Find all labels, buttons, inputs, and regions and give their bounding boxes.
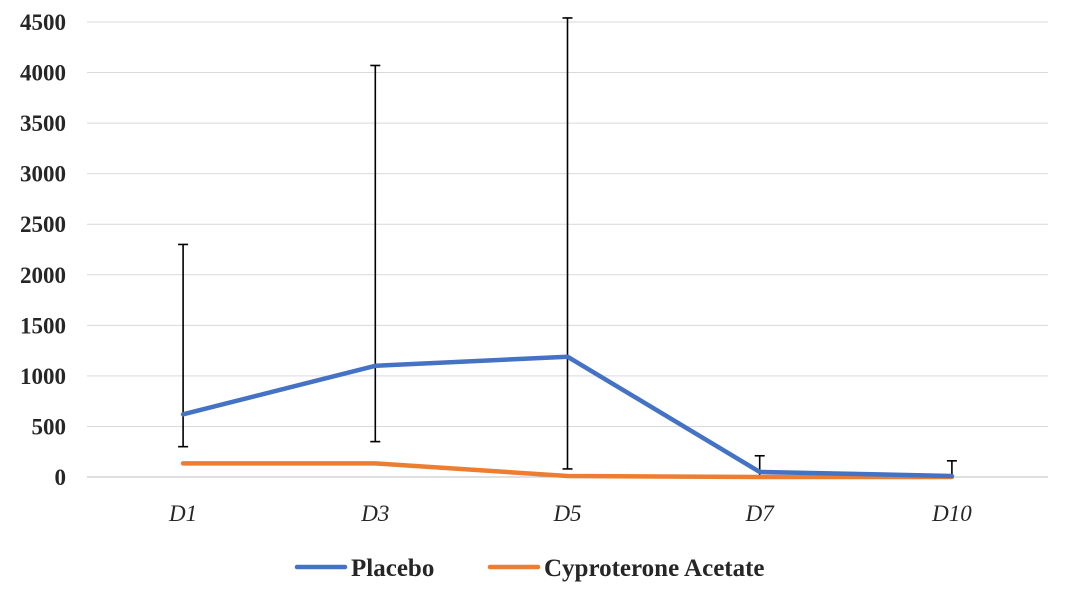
y-tick-label: 3500 [20, 111, 66, 136]
series-line-placebo [180, 354, 955, 479]
series-lines [180, 354, 955, 480]
x-axis-tick-labels: D1 D3 D5 D7 D10 [168, 501, 972, 526]
y-tick-label: 4000 [20, 61, 66, 86]
y-tick-label: 3000 [20, 162, 66, 187]
error-bar-placebo-d5 [562, 17, 573, 470]
y-tick-label: 500 [32, 414, 67, 439]
y-axis-tick-labels: 0 500 1000 1500 2000 2500 3000 3500 4000 4500 [20, 10, 66, 490]
y-tick-label: 0 [55, 465, 67, 490]
y-tick-label: 4500 [20, 10, 66, 35]
x-tick-label: D1 [168, 501, 197, 526]
y-tick-label: 1500 [20, 313, 66, 338]
x-tick-label: D3 [360, 501, 389, 526]
y-tick-label: 2000 [20, 263, 66, 288]
legend-item-cyproterone-acetate: Cyproterone Acetate [487, 555, 765, 582]
y-tick-label: 1000 [20, 364, 66, 389]
legend: Placebo Cyproterone Acetate [294, 555, 765, 582]
x-tick-label: D10 [931, 501, 972, 526]
x-tick-label: D7 [745, 501, 776, 526]
legend-label: Placebo [351, 555, 434, 582]
error-bars [178, 17, 957, 477]
series-line-cyproterone-acetate [180, 461, 955, 480]
x-tick-label: D5 [552, 501, 581, 526]
y-tick-label: 2500 [20, 212, 66, 237]
error-bar-placebo-d3 [370, 64, 381, 443]
legend-item-placebo: Placebo [294, 555, 434, 582]
legend-label: Cyproterone Acetate [544, 555, 765, 582]
